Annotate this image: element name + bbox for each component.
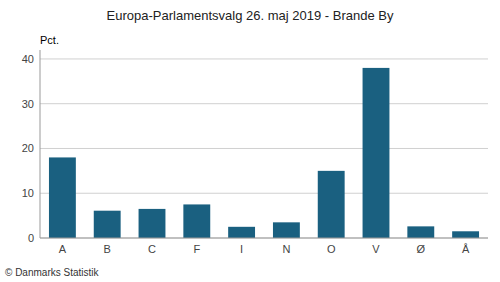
chart: Europa-Parlamentsvalg 26. maj 2019 - Bra…: [0, 0, 500, 282]
grid-line: [40, 58, 488, 59]
x-tick-label: B: [104, 243, 111, 255]
chart-container: Europa-Parlamentsvalg 26. maj 2019 - Bra…: [0, 0, 500, 282]
y-axis-label: Pct.: [40, 34, 59, 46]
bar: [94, 211, 121, 238]
y-tick-label: 30: [22, 98, 34, 110]
y-tick-label: 10: [22, 187, 34, 199]
x-tick-label: O: [327, 243, 336, 255]
grid-line: [40, 148, 488, 149]
bar: [407, 226, 434, 238]
x-axis: [40, 238, 488, 239]
x-tick-label: N: [282, 243, 290, 255]
grid: [40, 59, 488, 238]
x-tick-label: Å: [462, 243, 470, 255]
title: Europa-Parlamentsvalg 26. maj 2019 - Bra…: [107, 8, 394, 23]
bar: [273, 222, 300, 238]
bar: [228, 227, 255, 238]
bars: [49, 68, 479, 238]
x-tick-label: F: [193, 243, 200, 255]
grid-line: [40, 238, 488, 239]
bar: [49, 157, 76, 238]
bar: [452, 231, 479, 238]
bar: [183, 204, 210, 238]
footer: © Danmarks Statistik: [5, 267, 100, 278]
y-tick-label: 40: [22, 53, 34, 65]
y-tick-label: 20: [22, 142, 34, 154]
y-axis: [40, 50, 41, 238]
grid-line: [40, 193, 488, 194]
x-tick-label: V: [372, 243, 380, 255]
bar: [139, 209, 166, 238]
bar: [318, 171, 345, 238]
grid-line: [40, 103, 488, 104]
x-tick-label: I: [240, 243, 243, 255]
y-tick-label: 0: [28, 232, 34, 244]
x-tick-label: Ø: [417, 243, 426, 255]
bar: [363, 68, 390, 238]
x-tick-label: C: [148, 243, 156, 255]
x-tick-label: A: [59, 243, 67, 255]
